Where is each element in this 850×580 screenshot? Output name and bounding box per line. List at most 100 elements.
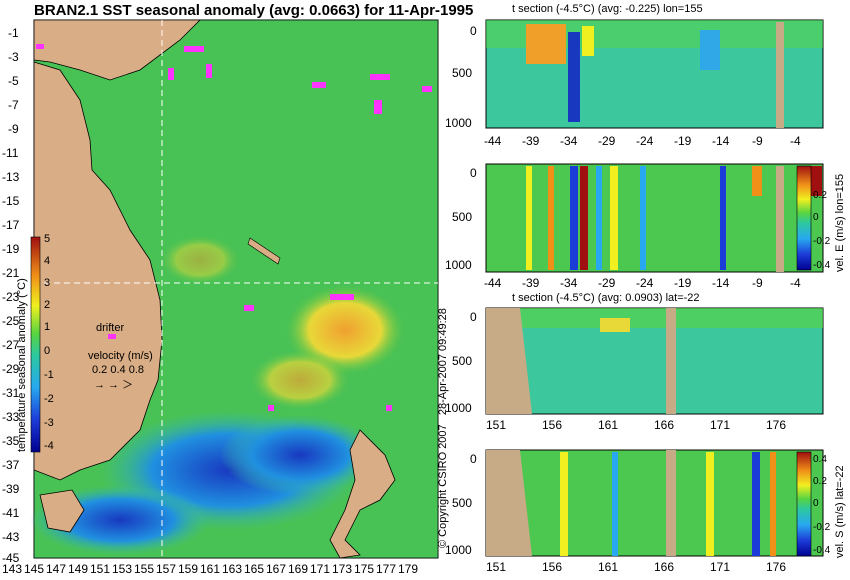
x-tick: 153 (112, 562, 133, 576)
y-tick: 0 (470, 166, 477, 180)
x-tick: 166 (654, 560, 675, 574)
y-tick: -5 (8, 74, 19, 88)
x-tick: -19 (674, 276, 692, 290)
x-tick: -24 (636, 276, 654, 290)
x-tick: 171 (710, 418, 731, 432)
y-tick: -3 (8, 50, 19, 64)
y-tick: -21 (2, 266, 20, 280)
cbar-tick: -3 (44, 417, 54, 429)
y-tick: 500 (452, 66, 473, 80)
cbar-tick: -0.2 (813, 236, 831, 247)
cbar-tick: -1 (44, 369, 54, 381)
x-tick: 165 (244, 562, 265, 576)
x-tick: 159 (178, 562, 199, 576)
map-x-ticks: 143 145 147 149 151 153 155 157 159 161 … (0, 562, 440, 578)
y-tick: -19 (2, 242, 20, 256)
y-tick: 0 (470, 452, 477, 466)
velocity-arrows-icon: → → ＞ (94, 379, 134, 391)
x-tick: -19 (674, 134, 692, 148)
x-tick: 166 (654, 418, 675, 432)
x-tick: 156 (542, 560, 563, 574)
x-tick: 147 (46, 562, 67, 576)
cbar-tick: 2 (44, 299, 51, 311)
temp-lon-title: t section (-4.5°C) (avg: -0.225) lon=155 (512, 3, 703, 15)
new-zealand-land (329, 429, 396, 559)
x-tick: 155 (134, 562, 155, 576)
y-tick: -31 (2, 386, 20, 400)
sst-map (30, 19, 439, 559)
y-tick: 500 (452, 210, 473, 224)
x-tick: -24 (636, 134, 654, 148)
y-tick: -1 (8, 26, 19, 40)
panel-temp-lat (485, 307, 824, 415)
drifter-legend-label: drifter (96, 322, 125, 334)
x-tick: -29 (598, 134, 616, 148)
sst-colorbar (30, 236, 41, 453)
vel-s-colorbar-label: vel. S (m/s) lat=-22 (834, 465, 846, 558)
y-tick: 0 (470, 310, 477, 324)
y-tick: -11 (2, 146, 19, 160)
vel-e-colorbar-label: vel. E (m/s) lon=155 (834, 173, 846, 272)
new-caledonia-land (247, 237, 281, 265)
y-tick: -45 (2, 551, 20, 565)
y-tick: 0 (470, 24, 477, 38)
x-tick: 175 (354, 562, 375, 576)
x-tick: -29 (598, 276, 616, 290)
y-tick: -15 (2, 194, 20, 208)
x-tick: -4 (790, 134, 801, 148)
vel-s-colorbar (796, 451, 812, 557)
x-tick: 173 (332, 562, 353, 576)
main-title: BRAN2.1 SST seasonal anomaly (avg: 0.066… (34, 2, 474, 19)
x-tick: 145 (24, 562, 45, 576)
y-tick: 1000 (445, 116, 472, 130)
x-tick: 179 (398, 562, 419, 576)
y-tick: -29 (2, 362, 20, 376)
x-tick: -44 (484, 276, 502, 290)
y-tick: -7 (8, 98, 19, 112)
cbar-tick: 0.4 (813, 454, 827, 465)
x-tick: -39 (522, 276, 540, 290)
x-tick: 161 (598, 418, 619, 432)
x-tick: -44 (484, 134, 502, 148)
cbar-tick: 0 (44, 345, 51, 357)
cbar-tick: 4 (44, 255, 51, 267)
y-tick: -41 (2, 506, 20, 520)
y-tick: 500 (452, 496, 473, 510)
x-tick: 157 (156, 562, 177, 576)
velocity-legend-values: 0.2 0.4 0.8 (92, 364, 144, 376)
x-tick: 167 (266, 562, 287, 576)
copyright-text: © Copyright CSIRO 2007 28-Apr-2007 09:49… (437, 308, 449, 548)
panel-vel-e-lon (485, 163, 824, 273)
cbar-tick: -0.2 (813, 522, 831, 533)
y-tick: -23 (2, 290, 20, 304)
temp-lat-title: t section (-4.5°C) (avg: 0.0903) lat=-22 (512, 292, 700, 304)
y-tick: 1000 (445, 543, 472, 557)
x-tick: 151 (486, 418, 507, 432)
sst-colorbar-label: temperature seasonal anomaly (°C) (16, 278, 28, 452)
australia-land (33, 61, 163, 481)
cbar-tick: 1 (44, 321, 51, 333)
x-tick: -39 (522, 134, 540, 148)
x-tick: -4 (790, 276, 801, 290)
x-tick: 169 (288, 562, 309, 576)
vel-e-colorbar (796, 165, 812, 271)
x-tick: -9 (752, 276, 763, 290)
y-tick: -43 (2, 530, 20, 544)
x-tick: 151 (90, 562, 111, 576)
tasmania-land (39, 489, 85, 533)
cbar-tick: -2 (44, 393, 54, 405)
cbar-tick: 3 (44, 277, 51, 289)
velocity-legend-label: velocity (m/s) (88, 350, 153, 362)
y-tick: -25 (2, 314, 20, 328)
x-tick: -14 (712, 134, 730, 148)
y-tick: -9 (8, 122, 19, 136)
y-tick: -27 (2, 338, 20, 352)
y-tick: -17 (2, 218, 20, 232)
x-tick: -34 (560, 134, 578, 148)
x-tick: 171 (710, 560, 731, 574)
x-tick: 161 (598, 560, 619, 574)
cbar-tick: 5 (44, 233, 51, 245)
y-tick: -37 (2, 458, 20, 472)
cbar-tick: 0 (813, 498, 819, 509)
